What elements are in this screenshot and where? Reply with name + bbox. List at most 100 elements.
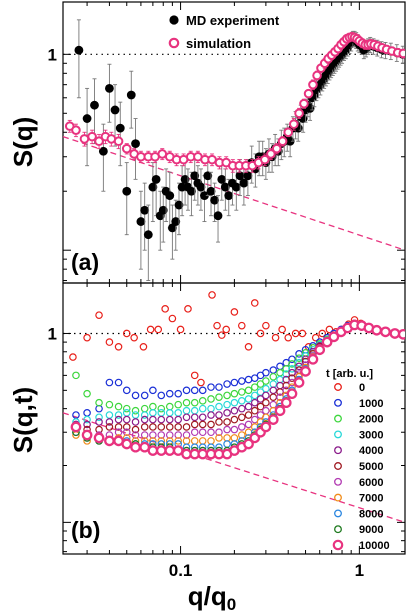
legend-label-simulation: simulation [186, 36, 251, 51]
data-point [230, 389, 239, 398]
data-point [244, 402, 253, 411]
data-point [250, 398, 259, 407]
data-point [215, 411, 223, 419]
data-point [131, 411, 140, 419]
data-point [197, 378, 205, 387]
fit-line-a [62, 136, 406, 251]
data-point [174, 409, 183, 417]
data-point [105, 338, 114, 346]
data-point [143, 230, 153, 240]
data-point [256, 402, 265, 411]
data-point [140, 423, 149, 431]
data-point [274, 405, 286, 417]
data-point [276, 368, 284, 377]
data-point [314, 344, 326, 356]
data-point [294, 108, 304, 119]
data-point [207, 404, 215, 413]
data-point [262, 406, 270, 415]
data-point [174, 400, 183, 409]
fit-line-b [62, 412, 406, 523]
data-point [136, 217, 146, 226]
data-point [278, 325, 286, 334]
y-tick-label-a: 1 [48, 45, 57, 64]
data-point [105, 378, 114, 387]
data-point [69, 353, 77, 361]
data-point [151, 174, 161, 184]
data-point [122, 186, 132, 196]
legend-a: MD experiment simulation [168, 13, 280, 51]
legend-label-8000: 8000 [359, 508, 383, 520]
data-point [114, 423, 123, 431]
legend-marker-5000 [334, 462, 342, 470]
data-point [182, 386, 191, 395]
data-point [325, 325, 334, 334]
data-point [140, 205, 150, 215]
data-point [231, 182, 241, 192]
data-point [190, 437, 199, 445]
data-point [114, 411, 123, 419]
panel-label-a: (a) [71, 249, 99, 275]
data-point [130, 441, 141, 453]
data-point [237, 423, 246, 431]
data-point [79, 134, 90, 144]
data-point [198, 404, 207, 413]
ticks-a [63, 2, 405, 283]
data-point [83, 415, 91, 424]
data-point [95, 418, 103, 426]
data-point [286, 388, 298, 400]
data-point [104, 435, 115, 447]
legend-title-b: t [arb. u.] [326, 368, 373, 380]
data-point [284, 333, 293, 342]
series-10000 [70, 319, 405, 460]
data-point [81, 429, 93, 441]
data-point [165, 389, 174, 398]
data-point [149, 423, 157, 431]
legend-label-4000: 4000 [359, 445, 383, 457]
data-point [190, 386, 199, 395]
data-point [243, 171, 253, 181]
data-point [95, 311, 103, 319]
data-point [74, 45, 84, 55]
data-point [223, 418, 231, 426]
data-point [105, 423, 114, 431]
data-point [203, 171, 213, 181]
data-point [190, 420, 199, 429]
data-point [220, 182, 230, 192]
data-point [328, 331, 340, 343]
data-point [122, 404, 131, 413]
data-point [303, 88, 314, 99]
data-point [397, 328, 405, 340]
data-point [198, 428, 207, 437]
data-point [262, 391, 270, 400]
data-point [267, 414, 279, 425]
data-point [157, 404, 166, 413]
data-point [165, 415, 174, 424]
data-point [215, 402, 223, 411]
data-point [293, 377, 305, 388]
data-point [197, 448, 209, 460]
data-point [213, 211, 223, 221]
data-point [250, 299, 259, 307]
data-point [223, 380, 231, 388]
data-point [174, 200, 184, 210]
legend-label-9000: 9000 [359, 524, 383, 536]
data-point [298, 329, 307, 338]
data-point [223, 400, 231, 409]
y-tick-label-b: 1 [48, 324, 57, 343]
data-point [244, 342, 253, 351]
data-point [131, 418, 140, 426]
legend-label-6000: 6000 [359, 477, 383, 489]
data-point [131, 139, 140, 149]
series-8000 [72, 321, 405, 451]
legend-marker-0 [334, 383, 342, 391]
data-point [269, 372, 278, 381]
data-point [215, 418, 223, 426]
data-point [148, 182, 158, 192]
data-point [299, 98, 309, 109]
data-point [115, 123, 125, 133]
data-point [190, 406, 199, 415]
data-point [105, 411, 114, 419]
data-point [311, 333, 320, 342]
data-point [157, 415, 166, 424]
data-point [182, 406, 191, 415]
